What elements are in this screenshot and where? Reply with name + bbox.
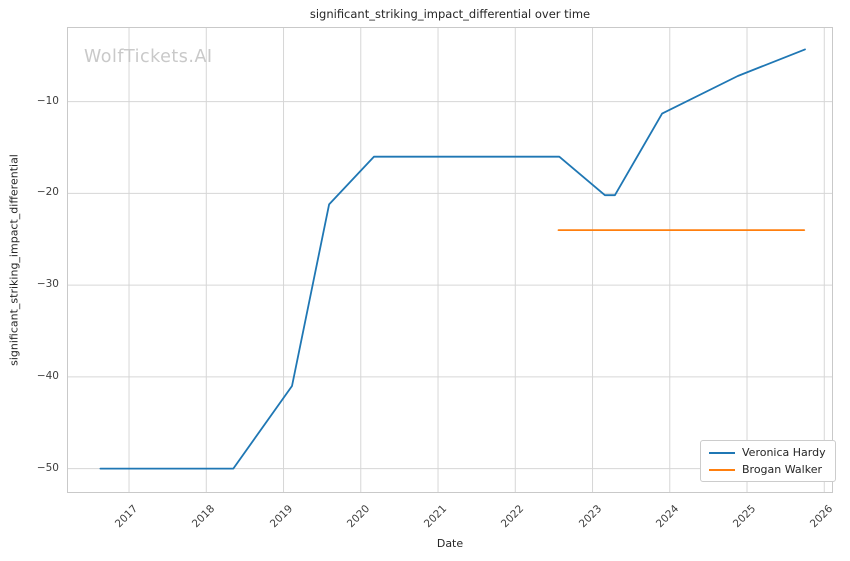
legend-label: Brogan Walker — [742, 463, 822, 476]
y-axis-title: significant_striking_impact_differential — [7, 154, 21, 366]
x-tick-label: 2025 — [730, 502, 759, 531]
x-tick-label: 2019 — [267, 502, 295, 531]
x-tick-label: 2017 — [112, 502, 141, 531]
x-axis-title: Date — [436, 537, 464, 550]
x-tick-label: 2018 — [190, 502, 218, 531]
x-tick-label: 2021 — [421, 502, 450, 531]
plot-area: WolfTickets.AI — [67, 27, 833, 493]
legend: Veronica Hardy Brogan Walker — [700, 440, 836, 482]
legend-item: Brogan Walker — [709, 463, 826, 476]
legend-swatch-veronica-hardy — [709, 451, 735, 454]
x-tick-label: 2024 — [653, 502, 682, 531]
y-tick-label: −40 — [36, 369, 59, 382]
y-tick-label: −20 — [36, 186, 59, 199]
watermark: WolfTickets.AI — [84, 47, 213, 67]
series-line-veronica-hardy — [99, 48, 806, 470]
x-tick-label: 2022 — [499, 502, 527, 531]
y-tick-label: −10 — [36, 94, 59, 107]
legend-label: Veronica Hardy — [742, 446, 826, 459]
chart-title: significant_striking_impact_differential… — [309, 7, 591, 21]
y-tick-label: −30 — [36, 278, 59, 291]
legend-item: Veronica Hardy — [709, 446, 826, 459]
chart-canvas — [68, 28, 832, 492]
x-tick-label: 2026 — [808, 502, 836, 531]
y-tick-label: −50 — [36, 461, 59, 474]
x-tick-label: 2023 — [576, 502, 604, 531]
legend-swatch-brogan-walker — [709, 468, 735, 471]
x-tick-label: 2020 — [344, 502, 373, 531]
